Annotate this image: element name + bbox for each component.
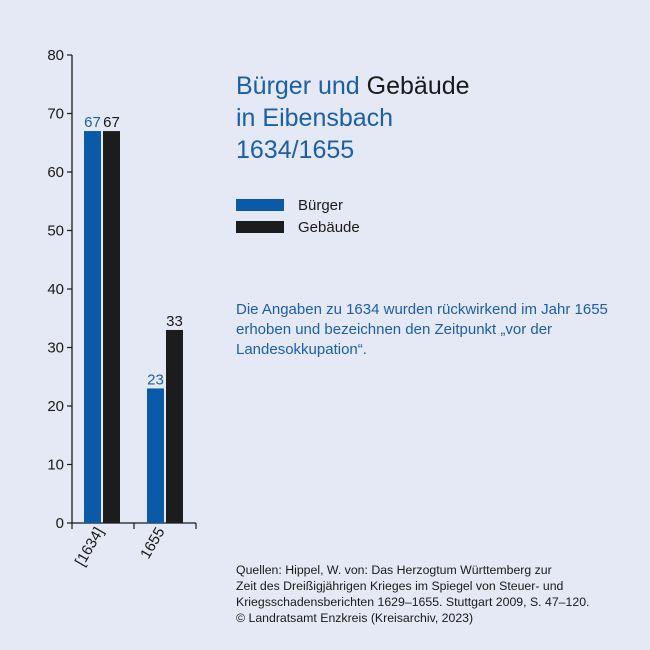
bar-value-label: 67: [84, 114, 101, 131]
title-line3: 1634/1655: [236, 136, 355, 164]
y-tick-label: 60: [47, 164, 64, 181]
bar: [84, 131, 101, 524]
source-line: Quellen: Hippel, W. von: Das Herzogtum W…: [236, 563, 552, 577]
source-citation: Quellen: Hippel, W. von: Das Herzogtum W…: [236, 562, 636, 626]
y-tick-label: 80: [47, 47, 64, 64]
legend-label-buerger: Bürger: [298, 196, 344, 214]
source-line: Kriegsschadensberichten 1629–1655. Stutt…: [236, 595, 590, 609]
title-line1-blue: Bürger und: [236, 72, 360, 100]
x-tick-label: 1655: [137, 525, 168, 562]
legend: Bürger Gebäude: [236, 194, 360, 238]
x-tick-label: [1634]: [72, 525, 108, 570]
y-tick-label: 20: [47, 398, 64, 415]
title-line1-dark: Gebäude: [366, 72, 470, 100]
bar: [103, 131, 120, 524]
y-tick-label: 70: [47, 106, 64, 123]
y-tick-label: 0: [56, 515, 64, 532]
bar-value-label: 23: [147, 371, 164, 388]
y-tick-label: 50: [47, 223, 64, 240]
y-tick-label: 40: [47, 281, 64, 298]
title-line2: in Eibensbach: [236, 104, 394, 132]
bar-value-label: 33: [166, 313, 183, 330]
legend-swatch-gebaeude: [236, 221, 284, 233]
bar: [147, 388, 164, 523]
legend-swatch-buerger: [236, 199, 284, 211]
source-line: Zeit des Dreißigjährigen Krieges im Spie…: [236, 579, 564, 593]
legend-label-gebaeude: Gebäude: [298, 218, 360, 236]
y-tick-label: 30: [47, 340, 64, 357]
y-tick-label: 10: [47, 457, 64, 474]
source-line: © Landratsamt Enzkreis (Kreisarchiv, 202…: [236, 611, 474, 625]
bar-value-label: 67: [103, 114, 120, 131]
note-text: Die Angaben zu 1634 wurden rückwirkend i…: [236, 301, 608, 358]
legend-item-gebaeude: Gebäude: [236, 216, 360, 238]
legend-item-buerger: Bürger: [236, 194, 360, 216]
chart-title: Bürger und Gebäude in Eibensbach 1634/16…: [236, 70, 470, 166]
bar: [166, 329, 183, 523]
